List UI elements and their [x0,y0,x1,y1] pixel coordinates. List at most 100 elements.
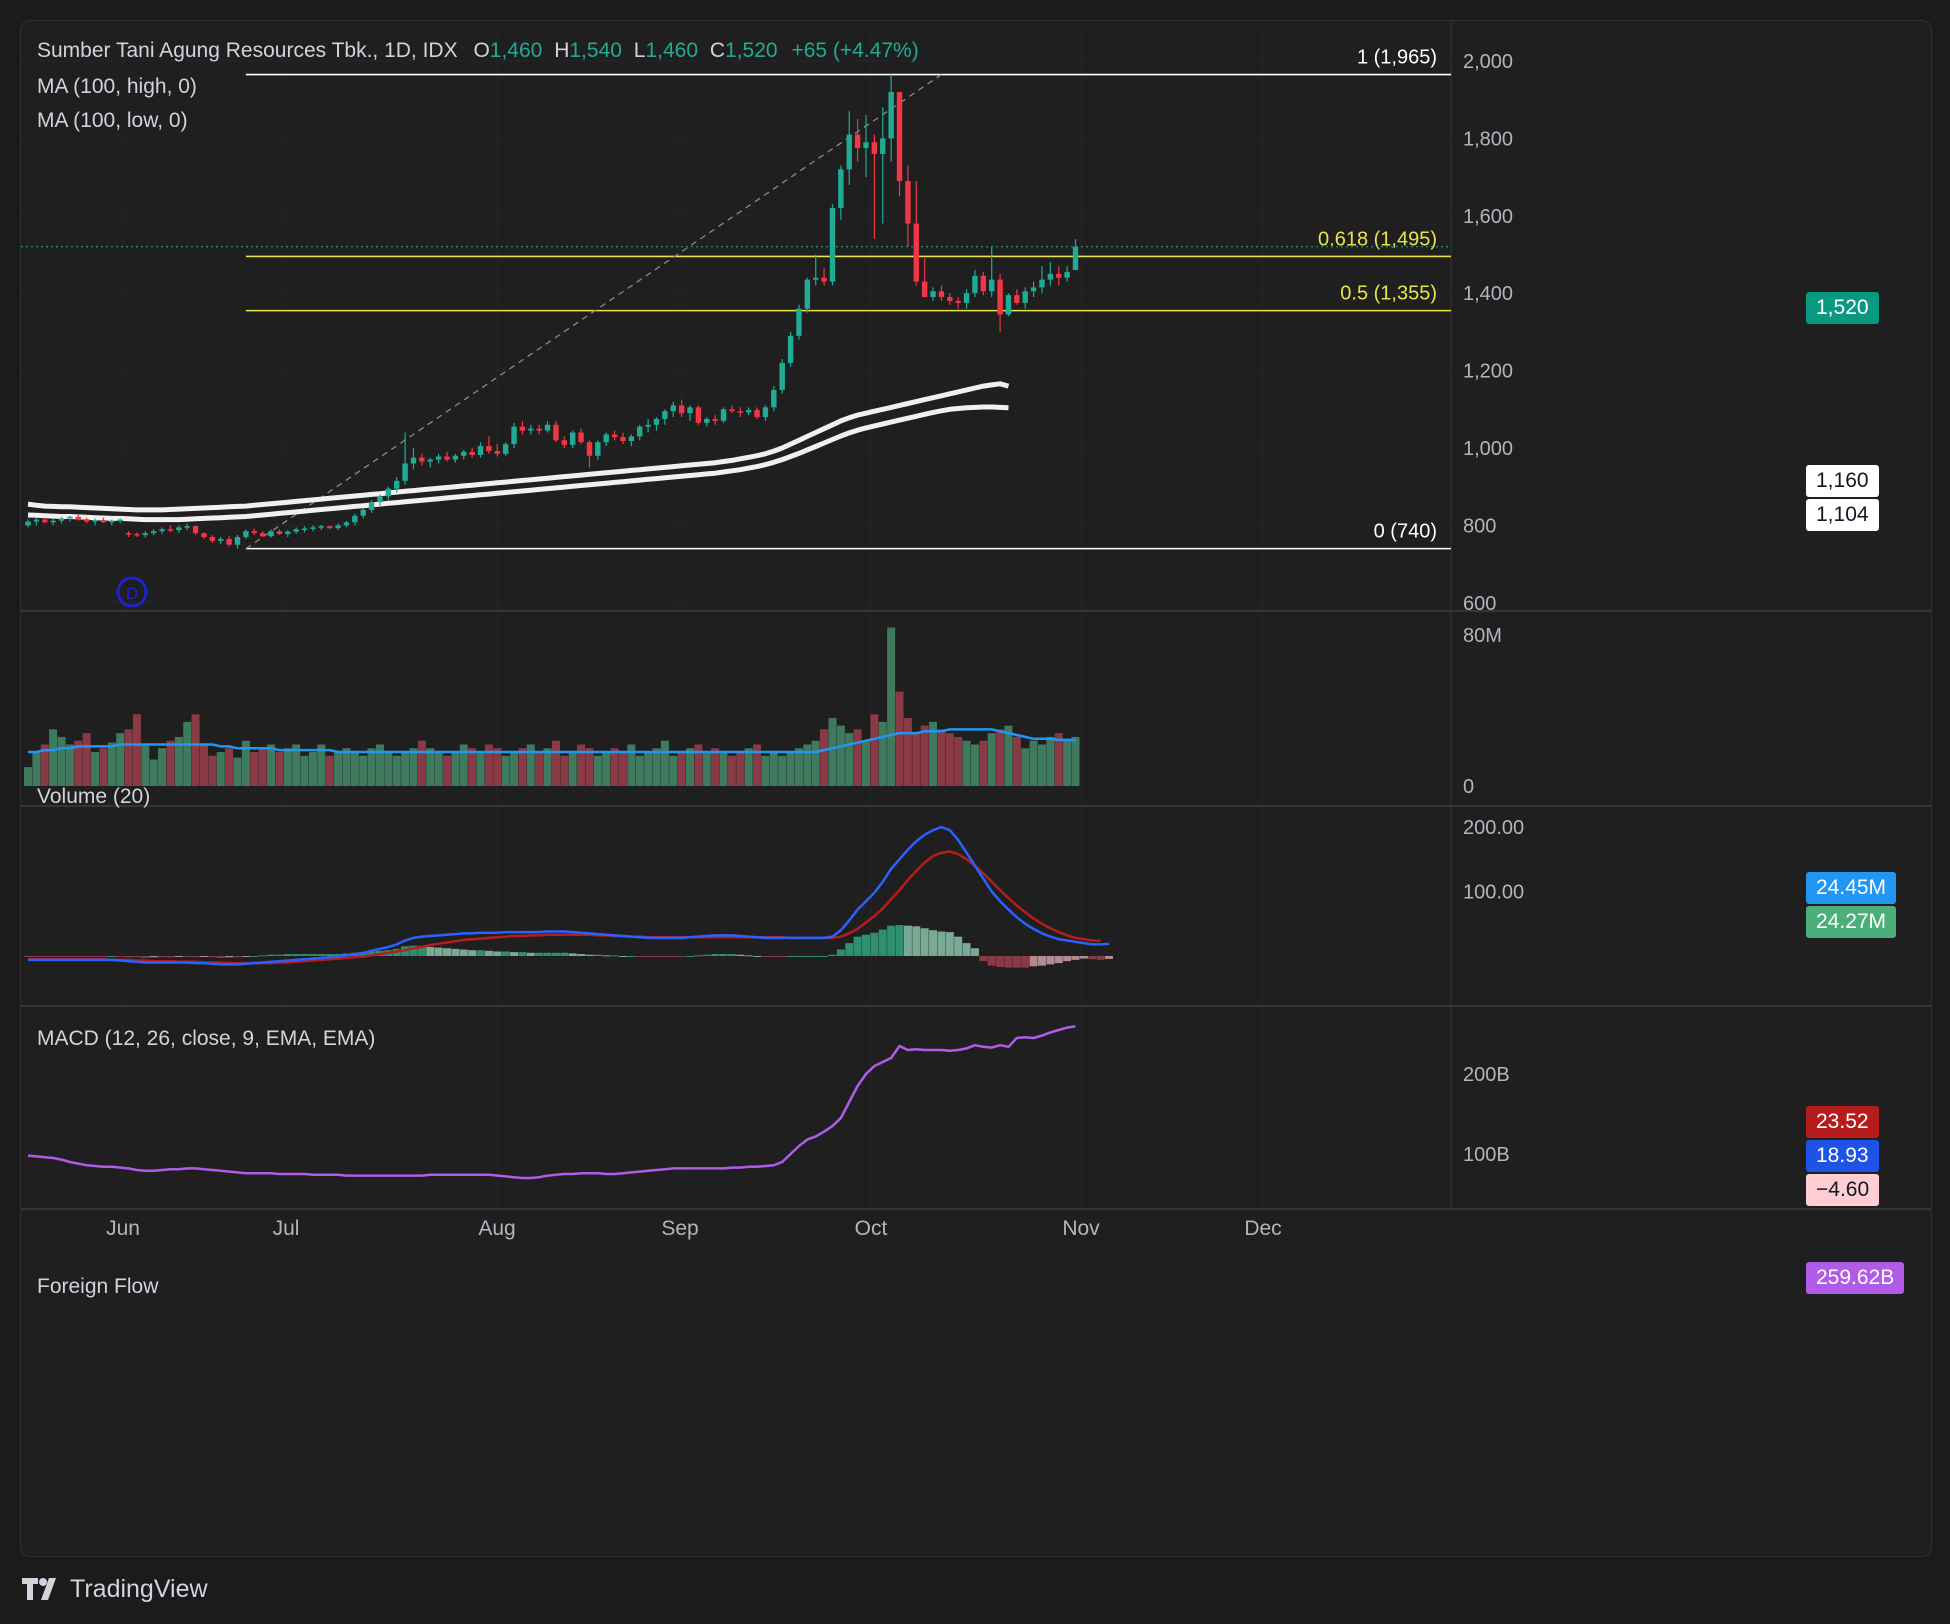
macd-histogram-bar [811,956,820,957]
candle-body [343,522,350,526]
volume-bar [493,748,502,786]
volume-bar [828,718,837,786]
volume-bar [375,744,384,786]
volume-bar [1029,740,1038,786]
macd-histogram-bar [526,952,535,956]
volume-bar [216,752,225,786]
macd-histogram-bar [970,948,979,956]
macd-histogram-bar [116,956,125,957]
macd-histogram-bar [1021,956,1030,968]
candle-body [670,405,676,412]
ma-low-tag: 1,104 [1806,499,1879,531]
candle-body [637,426,643,437]
price-axis-label: 1,400 [1463,283,1513,305]
candle-body [980,275,987,292]
volume-bar [74,740,83,786]
macd-histogram-bar [82,956,91,957]
candle-body [33,519,40,522]
volume-bar [342,748,351,786]
candle-body [1005,295,1012,315]
macd-histogram-bar [24,956,32,957]
macd-histogram-bar [828,954,837,956]
candle-body [871,142,878,154]
macd-histogram-bar [535,952,544,956]
macd-histogram-bar [493,951,502,956]
foreign-axis-label: 200B [1463,1064,1510,1086]
candle-body [134,533,140,536]
macd-histogram-bar [149,956,158,958]
macd-pane-title[interactable]: MACD (12, 26, close, 9, EMA, EMA) [37,1027,376,1050]
macd-histogram-bar [920,928,929,956]
macd-histogram-bar [618,956,627,957]
macd-histogram-bar [57,956,66,957]
candle-body [301,528,308,530]
symbol-legend[interactable]: Sumber Tani Agung Resources Tbk., 1D, ID… [37,39,919,63]
volume-bar [292,744,301,786]
volume-pane-title[interactable]: Volume (20) [37,785,151,808]
volume-bar [132,714,141,786]
macd-histogram-bar [895,925,904,956]
candle-body [536,428,542,431]
candle-body [653,418,660,425]
candle-body [955,300,961,303]
fib-level-label: 1 (1,965) [1357,47,1437,69]
macd-histogram-bar [644,956,653,957]
volume-bar [862,740,870,786]
macd-histogram-bar [694,955,703,957]
candle-body [511,426,517,445]
macd-histogram-bar [577,954,586,956]
candle-body [377,496,383,503]
volume-bar [434,752,443,786]
time-axis-label: Aug [478,1217,515,1240]
candle-body [435,456,442,460]
volume-bar [417,740,426,786]
candle-body [779,362,785,390]
macd-histogram-bar [761,956,770,957]
candle-body [176,527,182,531]
volume-bar [518,748,527,786]
candle-body [25,521,31,526]
volume-bar [820,729,829,786]
macd-histogram-bar [32,956,41,957]
volume-bar [325,755,334,786]
candle-body [704,418,710,423]
volume-bar [610,748,619,786]
volume-bar [1071,736,1080,786]
foreign-flow-pane-title[interactable]: Foreign Flow [37,1275,159,1298]
volume-bar [208,755,217,786]
macd-histogram-bar [233,956,242,958]
macd-histogram-bar [174,956,183,957]
candle-body [83,519,90,522]
brand-footer[interactable]: TradingView [22,1572,208,1606]
candle-body [821,277,827,282]
macd-histogram-bar [300,954,309,956]
volume-bar [183,721,192,786]
candle-body [268,531,274,537]
volume-bar [962,740,971,786]
macd-line [28,825,1110,966]
time-axis-label: Nov [1062,1217,1100,1240]
price-axis-label: 800 [1463,515,1496,537]
macd-histogram-bar [1046,956,1055,965]
macd-histogram-bar [74,956,83,957]
macd-histogram-bar [267,954,276,956]
chart-canvas[interactable]: 2,000 1,800 1,600 1,400 1,200 1,000 800 600 1 (1… [21,21,1931,1556]
ma-high-legend[interactable]: MA (100, high, 0) [37,75,197,98]
candle-body [326,526,333,529]
macd-histogram-bar [954,936,963,956]
candle-body [1030,287,1037,292]
macd-histogram-bar [702,954,711,956]
volume-axis-label: 80M [1463,625,1502,647]
volume-bar [987,733,996,786]
macd-histogram-bar [627,956,636,957]
candle-body [109,520,115,523]
volume-bar [476,752,485,786]
ma-low-legend[interactable]: MA (100, low, 0) [37,109,188,132]
candle-body [259,533,266,537]
candle-body [75,516,81,520]
volume-bar [426,748,435,786]
candle-body [251,531,257,534]
macd-histogram-bar [417,945,426,956]
macd-histogram-bar [258,955,267,957]
volume-bar [250,752,259,786]
